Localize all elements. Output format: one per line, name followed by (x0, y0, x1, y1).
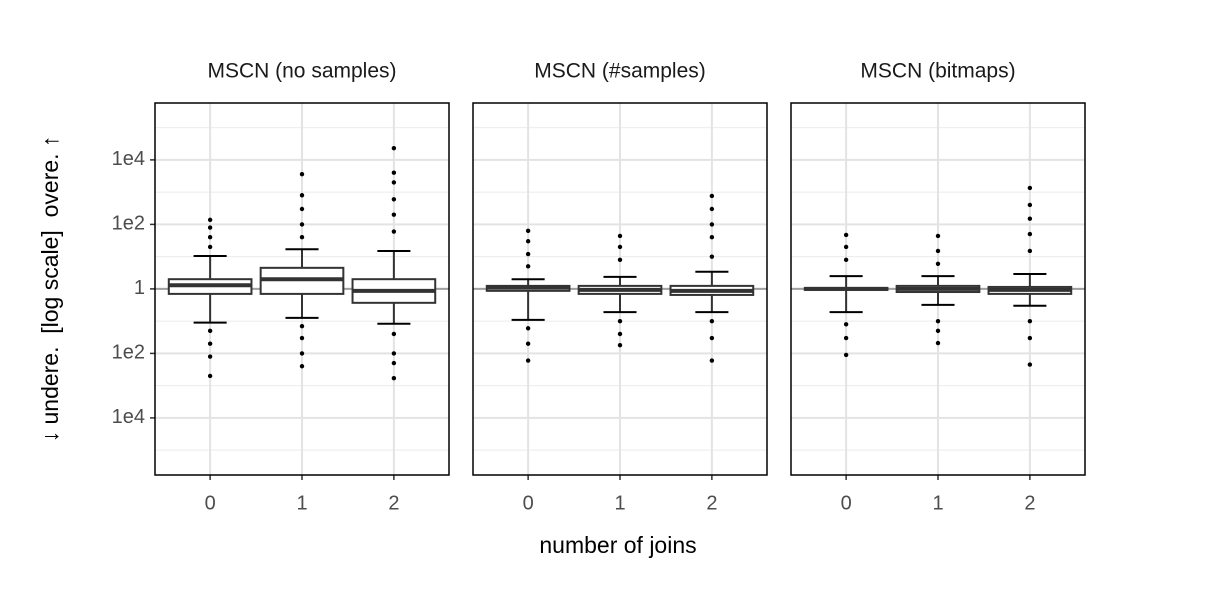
outlier (525, 341, 531, 346)
outlier (1027, 248, 1033, 254)
y-tick-label: 1e4 (112, 406, 145, 428)
outlier (843, 244, 849, 250)
outlier (617, 318, 623, 324)
outlier (391, 376, 397, 381)
outlier (935, 318, 941, 324)
y-tick-label: 1e2 (112, 342, 145, 364)
outlier (1027, 202, 1033, 208)
outlier (207, 244, 213, 250)
outlier (299, 193, 305, 198)
facet-title: MSCN (no samples) (207, 60, 396, 83)
x-tick-label: 2 (1024, 492, 1035, 514)
outlier (843, 322, 849, 327)
outlier (617, 331, 623, 337)
outlier (391, 146, 397, 151)
outlier (709, 318, 715, 324)
outlier (207, 328, 213, 334)
y-axis-label: ↓ undere. [log scale] overe. ↑ (37, 136, 63, 443)
outlier (299, 206, 305, 212)
outlier (935, 340, 941, 346)
y-tick-label: 1e2 (112, 213, 145, 235)
x-tick-label: 2 (706, 492, 717, 514)
x-tick-label: 1 (296, 492, 307, 514)
outlier (391, 331, 397, 337)
panel-border (154, 102, 450, 476)
outlier (391, 180, 397, 185)
outlier (1027, 231, 1033, 237)
outlier (207, 235, 213, 240)
outlier (299, 235, 305, 240)
outlier (843, 257, 849, 262)
outlier (1027, 185, 1033, 191)
panel-border (790, 102, 1086, 476)
x-tick-label: 1 (614, 492, 625, 514)
outlier (617, 244, 623, 250)
y-tick-label: 1 (134, 277, 145, 299)
outlier (525, 326, 531, 331)
outlier (391, 351, 397, 356)
outlier (709, 193, 715, 199)
outlier (709, 254, 715, 259)
outlier (1027, 216, 1033, 221)
outlier (935, 248, 941, 254)
outlier (299, 222, 305, 227)
outlier (935, 233, 941, 239)
outlier (207, 225, 213, 230)
outlier (207, 217, 213, 223)
outlier (299, 323, 305, 329)
outlier (843, 335, 849, 341)
outlier (525, 251, 531, 257)
y-tick-label: 1e4 (112, 148, 145, 170)
outlier (299, 171, 305, 177)
outlier (617, 342, 623, 348)
outlier (1027, 362, 1033, 367)
x-tick-label: 1 (932, 492, 943, 514)
outlier (207, 373, 213, 379)
outlier (843, 232, 849, 238)
panel-border (472, 102, 768, 476)
x-tick-label: 2 (388, 492, 399, 514)
outlier (391, 212, 397, 217)
outlier (391, 197, 397, 202)
outlier (525, 264, 531, 269)
outlier (709, 235, 715, 240)
outlier (617, 233, 623, 239)
facet-title: MSCN (bitmaps) (860, 60, 1015, 83)
outlier (525, 358, 531, 363)
outlier (207, 354, 213, 359)
outlier (391, 360, 397, 366)
outlier (1027, 318, 1033, 324)
outlier (709, 335, 715, 341)
outlier (617, 257, 623, 262)
outlier (525, 228, 531, 234)
x-tick-label: 0 (841, 492, 852, 514)
x-tick-label: 0 (205, 492, 216, 514)
outlier (843, 352, 849, 358)
outlier (709, 222, 715, 227)
outlier (1027, 335, 1033, 341)
outlier (709, 206, 715, 212)
x-axis-label: number of joins (539, 532, 696, 558)
outlier (299, 364, 305, 369)
facet-title: MSCN (#samples) (534, 60, 706, 83)
outlier (207, 341, 213, 346)
outlier (391, 229, 397, 234)
outlier (299, 335, 305, 341)
outlier (709, 358, 715, 363)
outlier (525, 239, 531, 244)
x-tick-label: 0 (523, 492, 534, 514)
outlier (391, 170, 397, 175)
outlier (935, 328, 941, 334)
outlier (935, 261, 941, 267)
outlier (299, 351, 305, 356)
